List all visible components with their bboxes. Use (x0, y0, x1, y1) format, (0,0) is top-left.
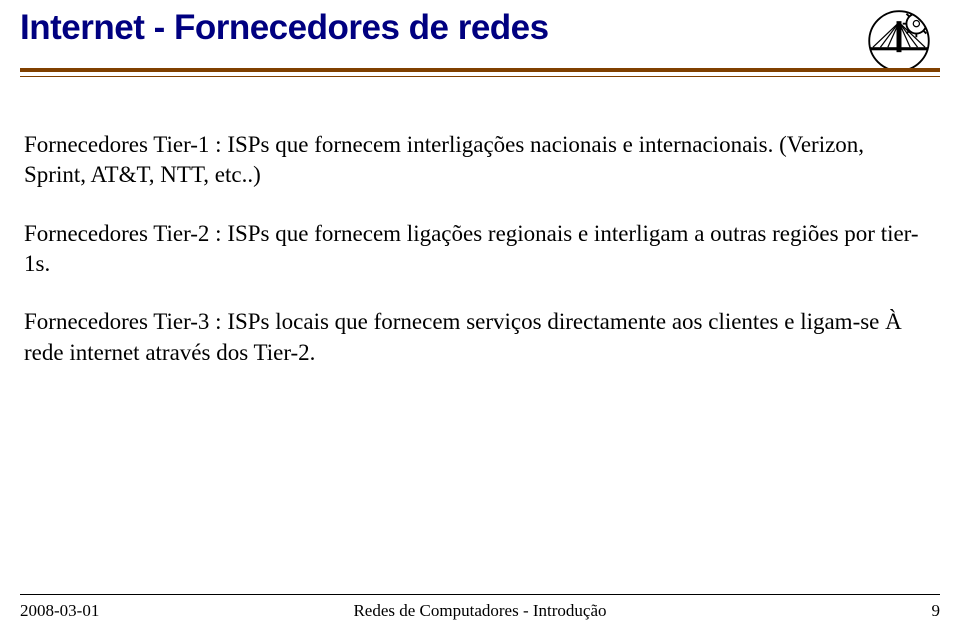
body: Fornecedores Tier-1 : ISPs que fornecem … (24, 130, 930, 396)
paragraph: Fornecedores Tier-2 : ISPs que fornecem … (24, 219, 930, 280)
footer-page-number: 9 (932, 601, 941, 621)
slide: Internet - Fornecedores de redes (0, 0, 960, 631)
footer: 2008-03-01 Redes de Computadores - Intro… (20, 601, 940, 621)
footer-rule (20, 594, 940, 595)
paragraph: Fornecedores Tier-1 : ISPs que fornecem … (24, 130, 930, 191)
header-rule-thin (20, 76, 940, 77)
slide-title: Internet - Fornecedores de redes (20, 8, 940, 48)
logo-icon (868, 10, 930, 72)
paragraph: Fornecedores Tier-3 : ISPs locais que fo… (24, 307, 930, 368)
footer-center-text: Redes de Computadores - Introdução (20, 601, 940, 621)
footer-date: 2008-03-01 (20, 601, 99, 621)
header: Internet - Fornecedores de redes (20, 8, 940, 48)
header-rule-thick (20, 68, 940, 72)
